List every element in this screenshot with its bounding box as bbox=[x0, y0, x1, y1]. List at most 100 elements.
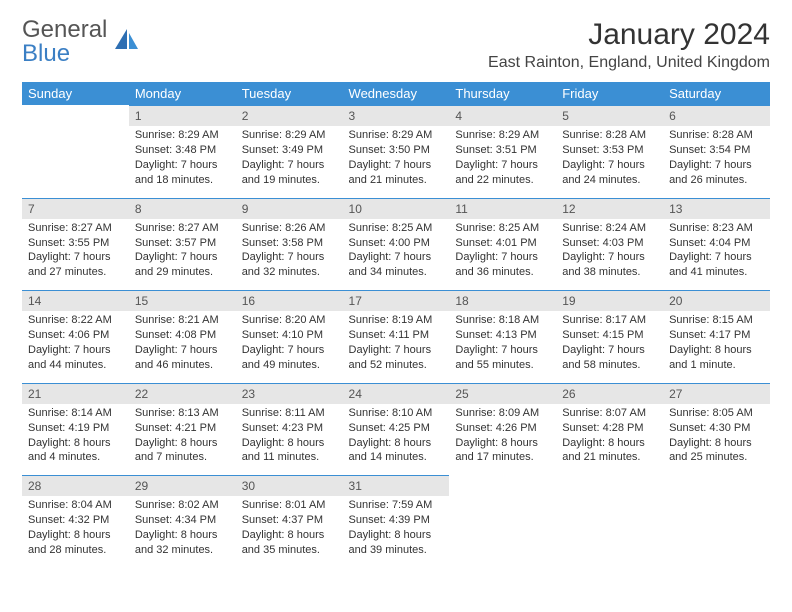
day-number: 2 bbox=[236, 105, 343, 126]
day-details: Sunrise: 8:28 AMSunset: 3:53 PMDaylight:… bbox=[556, 126, 663, 197]
weekday-friday: Friday bbox=[556, 82, 663, 105]
sunset-line: Sunset: 4:23 PM bbox=[242, 421, 337, 436]
daylight-line: Daylight: 8 hours and 7 minutes. bbox=[135, 436, 230, 466]
calendar-week-row: 1Sunrise: 8:29 AMSunset: 3:48 PMDaylight… bbox=[22, 105, 770, 198]
day-cell: 30 Sunrise: 8:01 AMSunset: 4:37 PMDayligh… bbox=[236, 475, 343, 568]
brand-logo: General Blue bbox=[22, 18, 141, 66]
sunset-line: Sunset: 3:54 PM bbox=[669, 143, 764, 158]
sunset-line: Sunset: 4:03 PM bbox=[562, 236, 657, 251]
day-number: 8 bbox=[129, 198, 236, 219]
day-number: 10 bbox=[343, 198, 450, 219]
calendar-week-row: 14Sunrise: 8:22 AMSunset: 4:06 PMDayligh… bbox=[22, 290, 770, 383]
day-details: Sunrise: 7:59 AMSunset: 4:39 PMDaylight:… bbox=[343, 496, 450, 567]
day-details: Sunrise: 8:29 AMSunset: 3:51 PMDaylight:… bbox=[449, 126, 556, 197]
sunset-line: Sunset: 3:49 PM bbox=[242, 143, 337, 158]
day-cell: 7Sunrise: 8:27 AMSunset: 3:55 PMDaylight… bbox=[22, 198, 129, 291]
day-number: 31 bbox=[343, 475, 450, 496]
day-cell: 19Sunrise: 8:17 AMSunset: 4:15 PMDayligh… bbox=[556, 290, 663, 383]
day-cell: 12 Sunrise: 8:24 AMSunset: 4:03 PMDayligh… bbox=[556, 198, 663, 291]
day-details: Sunrise: 8:29 AMSunset: 3:50 PMDaylight:… bbox=[343, 126, 450, 197]
sunrise-line: Sunrise: 8:07 AM bbox=[562, 406, 657, 421]
day-details: Sunrise: 8:25 AMSunset: 4:00 PMDaylight:… bbox=[343, 219, 450, 290]
day-number: 1 bbox=[129, 105, 236, 126]
day-number: 21 bbox=[22, 383, 129, 404]
location: East Rainton, England, United Kingdom bbox=[488, 54, 770, 72]
day-number: 19 bbox=[556, 290, 663, 311]
day-cell: 17Sunrise: 8:19 AMSunset: 4:11 PMDayligh… bbox=[343, 290, 450, 383]
day-details: Sunrise: 8:19 AMSunset: 4:11 PMDaylight:… bbox=[343, 311, 450, 382]
sunset-line: Sunset: 4:00 PM bbox=[349, 236, 444, 251]
sunrise-line: Sunrise: 8:27 AM bbox=[135, 221, 230, 236]
sunset-line: Sunset: 4:28 PM bbox=[562, 421, 657, 436]
day-cell: 8Sunrise: 8:27 AMSunset: 3:57 PMDaylight… bbox=[129, 198, 236, 291]
day-cell: 1Sunrise: 8:29 AMSunset: 3:48 PMDaylight… bbox=[129, 105, 236, 198]
sunset-line: Sunset: 4:30 PM bbox=[669, 421, 764, 436]
day-cell: 15Sunrise: 8:21 AMSunset: 4:08 PMDayligh… bbox=[129, 290, 236, 383]
sunrise-line: Sunrise: 8:24 AM bbox=[562, 221, 657, 236]
daylight-line: Daylight: 7 hours and 38 minutes. bbox=[562, 250, 657, 280]
calendar-body: 1Sunrise: 8:29 AMSunset: 3:48 PMDaylight… bbox=[22, 105, 770, 568]
day-cell: 31Sunrise: 7:59 AMSunset: 4:39 PMDayligh… bbox=[343, 475, 450, 568]
day-details: Sunrise: 8:05 AMSunset: 4:30 PMDaylight:… bbox=[663, 404, 770, 475]
weekday-monday: Monday bbox=[129, 82, 236, 105]
day-number: 12 bbox=[556, 198, 663, 219]
calendar-week-row: 21Sunrise: 8:14 AMSunset: 4:19 PMDayligh… bbox=[22, 383, 770, 476]
sunset-line: Sunset: 4:26 PM bbox=[455, 421, 550, 436]
sunrise-line: Sunrise: 8:11 AM bbox=[242, 406, 337, 421]
day-number: 22 bbox=[129, 383, 236, 404]
day-details: Sunrise: 8:04 AMSunset: 4:32 PMDaylight:… bbox=[22, 496, 129, 567]
sunset-line: Sunset: 3:50 PM bbox=[349, 143, 444, 158]
weekday-header-row: SundayMondayTuesdayWednesdayThursdayFrid… bbox=[22, 82, 770, 105]
day-cell: 11Sunrise: 8:25 AMSunset: 4:01 PMDayligh… bbox=[449, 198, 556, 291]
sunrise-line: Sunrise: 8:14 AM bbox=[28, 406, 123, 421]
sunrise-line: Sunrise: 8:10 AM bbox=[349, 406, 444, 421]
sunrise-line: Sunrise: 8:21 AM bbox=[135, 313, 230, 328]
daylight-line: Daylight: 7 hours and 24 minutes. bbox=[562, 158, 657, 188]
day-cell: 21Sunrise: 8:14 AMSunset: 4:19 PMDayligh… bbox=[22, 383, 129, 476]
sunrise-line: Sunrise: 8:29 AM bbox=[242, 128, 337, 143]
sunrise-line: Sunrise: 8:05 AM bbox=[669, 406, 764, 421]
day-number: 18 bbox=[449, 290, 556, 311]
day-details: Sunrise: 8:07 AMSunset: 4:28 PMDaylight:… bbox=[556, 404, 663, 475]
day-cell: 9Sunrise: 8:26 AMSunset: 3:58 PMDaylight… bbox=[236, 198, 343, 291]
day-details: Sunrise: 8:23 AMSunset: 4:04 PMDaylight:… bbox=[663, 219, 770, 290]
calendar-week-row: 7Sunrise: 8:27 AMSunset: 3:55 PMDaylight… bbox=[22, 198, 770, 291]
sunrise-line: Sunrise: 8:28 AM bbox=[562, 128, 657, 143]
sunrise-line: Sunrise: 8:18 AM bbox=[455, 313, 550, 328]
day-cell: 27Sunrise: 8:05 AMSunset: 4:30 PMDayligh… bbox=[663, 383, 770, 476]
day-number: 30 bbox=[236, 475, 343, 496]
daylight-line: Daylight: 8 hours and 14 minutes. bbox=[349, 436, 444, 466]
day-details: Sunrise: 8:02 AMSunset: 4:34 PMDaylight:… bbox=[129, 496, 236, 567]
sunset-line: Sunset: 4:13 PM bbox=[455, 328, 550, 343]
sunrise-line: Sunrise: 8:01 AM bbox=[242, 498, 337, 513]
daylight-line: Daylight: 8 hours and 35 minutes. bbox=[242, 528, 337, 558]
weekday-saturday: Saturday bbox=[663, 82, 770, 105]
title-block: January 2024 East Rainton, England, Unit… bbox=[488, 18, 770, 72]
daylight-line: Daylight: 7 hours and 34 minutes. bbox=[349, 250, 444, 280]
day-details: Sunrise: 8:27 AMSunset: 3:55 PMDaylight:… bbox=[22, 219, 129, 290]
day-cell: 25Sunrise: 8:09 AMSunset: 4:26 PMDayligh… bbox=[449, 383, 556, 476]
sunset-line: Sunset: 4:06 PM bbox=[28, 328, 123, 343]
sunset-line: Sunset: 3:57 PM bbox=[135, 236, 230, 251]
sunset-line: Sunset: 4:17 PM bbox=[669, 328, 764, 343]
day-details: Sunrise: 8:21 AMSunset: 4:08 PMDaylight:… bbox=[129, 311, 236, 382]
sunset-line: Sunset: 4:37 PM bbox=[242, 513, 337, 528]
day-cell: 6Sunrise: 8:28 AMSunset: 3:54 PMDaylight… bbox=[663, 105, 770, 198]
daylight-line: Daylight: 7 hours and 55 minutes. bbox=[455, 343, 550, 373]
sunset-line: Sunset: 4:21 PM bbox=[135, 421, 230, 436]
sunset-line: Sunset: 4:11 PM bbox=[349, 328, 444, 343]
day-cell: 29Sunrise: 8:02 AMSunset: 4:34 PMDayligh… bbox=[129, 475, 236, 568]
sunrise-line: Sunrise: 8:17 AM bbox=[562, 313, 657, 328]
daylight-line: Daylight: 7 hours and 46 minutes. bbox=[135, 343, 230, 373]
day-cell: 10Sunrise: 8:25 AMSunset: 4:00 PMDayligh… bbox=[343, 198, 450, 291]
day-details: Sunrise: 8:27 AMSunset: 3:57 PMDaylight:… bbox=[129, 219, 236, 290]
day-number: 15 bbox=[129, 290, 236, 311]
sunrise-line: Sunrise: 8:25 AM bbox=[455, 221, 550, 236]
day-details: Sunrise: 8:14 AMSunset: 4:19 PMDaylight:… bbox=[22, 404, 129, 475]
daylight-line: Daylight: 7 hours and 41 minutes. bbox=[669, 250, 764, 280]
brand-text: General Blue bbox=[22, 18, 107, 66]
sunset-line: Sunset: 4:19 PM bbox=[28, 421, 123, 436]
brand-part2: Blue bbox=[22, 40, 70, 67]
day-cell: 14Sunrise: 8:22 AMSunset: 4:06 PMDayligh… bbox=[22, 290, 129, 383]
day-details: Sunrise: 8:22 AMSunset: 4:06 PMDaylight:… bbox=[22, 311, 129, 382]
